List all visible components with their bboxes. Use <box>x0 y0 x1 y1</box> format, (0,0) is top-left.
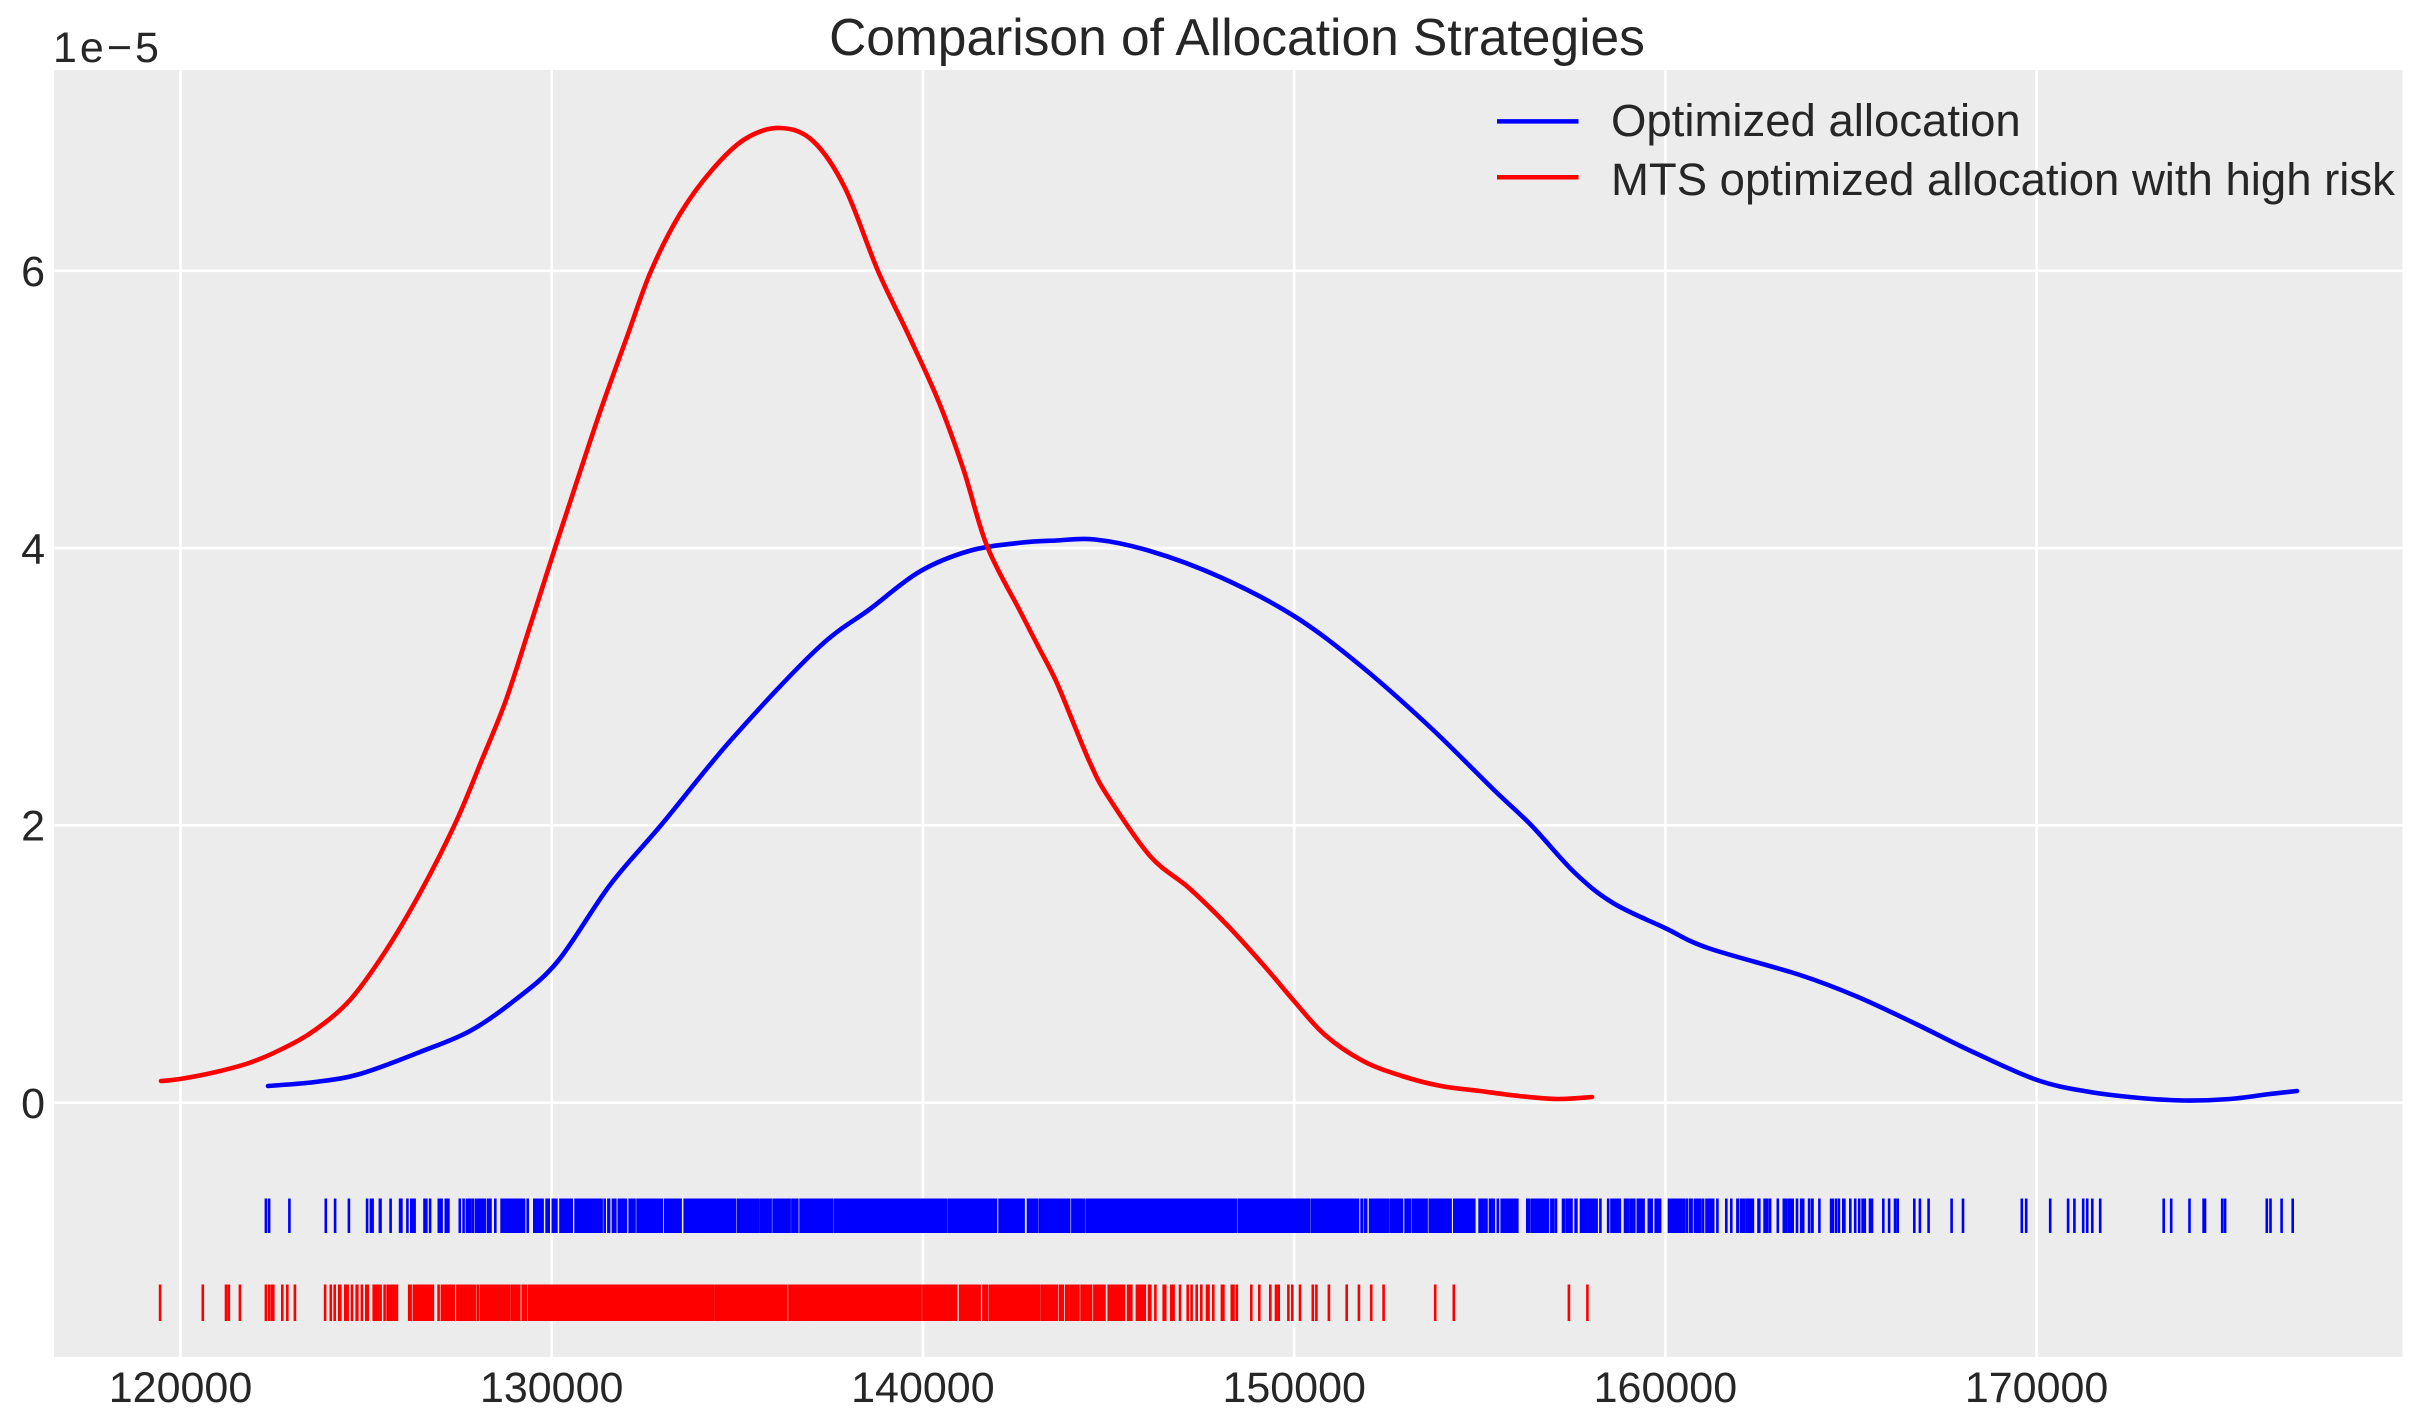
svg-text:Optimized allocation: Optimized allocation <box>1611 95 2021 146</box>
svg-text:Comparison of Allocation Strat: Comparison of Allocation Strategies <box>829 8 1645 66</box>
svg-text:MTS optimized allocation with: MTS optimized allocation with high risk <box>1611 154 2395 205</box>
svg-text:6: 6 <box>21 248 45 296</box>
svg-text:140000: 140000 <box>851 1364 995 1412</box>
svg-text:130000: 130000 <box>480 1364 624 1412</box>
svg-text:1e−5: 1e−5 <box>53 24 162 72</box>
svg-text:2: 2 <box>21 803 45 851</box>
svg-text:0: 0 <box>21 1080 45 1128</box>
svg-text:4: 4 <box>21 525 45 573</box>
svg-text:150000: 150000 <box>1222 1364 1366 1412</box>
svg-text:160000: 160000 <box>1594 1364 1738 1412</box>
svg-text:170000: 170000 <box>1965 1364 2109 1412</box>
svg-text:120000: 120000 <box>109 1364 253 1412</box>
